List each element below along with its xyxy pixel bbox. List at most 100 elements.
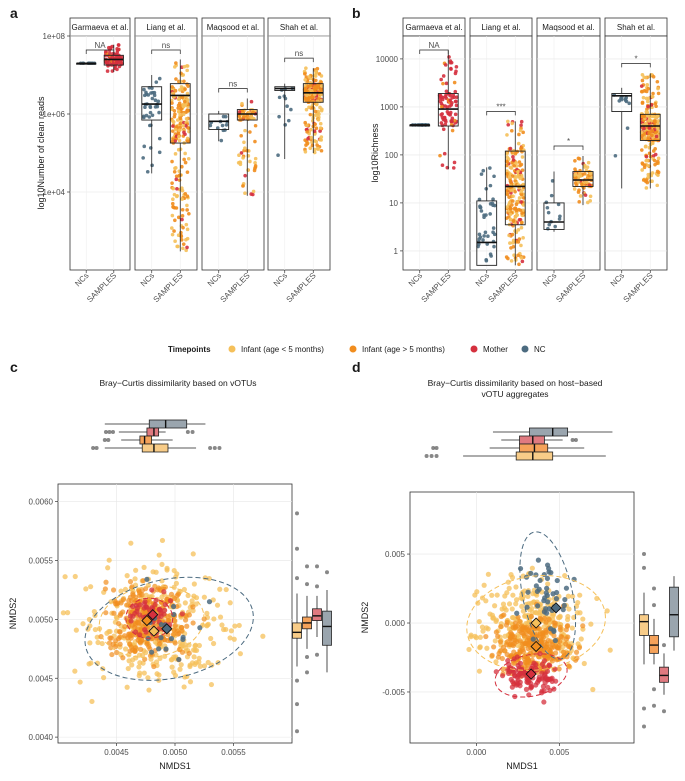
legend-label-nc: NC — [534, 345, 546, 354]
facet-panel — [604, 35, 668, 271]
sample-point — [197, 625, 203, 631]
sample-point — [481, 168, 486, 173]
sample-point — [142, 586, 149, 592]
x-tick-label: NCs — [73, 271, 90, 288]
sample-point — [549, 658, 556, 664]
sample-point — [171, 627, 177, 633]
x-tick-label: SAMPLES — [420, 271, 453, 304]
sample-point — [117, 629, 123, 635]
significance-label: NA — [428, 41, 440, 50]
sample-point — [477, 197, 482, 202]
sample-point — [507, 200, 512, 205]
sample-point — [644, 186, 649, 190]
sample-point — [312, 150, 317, 155]
sample-point — [642, 114, 647, 119]
centroid-marker — [550, 602, 562, 614]
sample-point — [128, 618, 134, 624]
y-tick-label: 0.005 — [385, 550, 406, 559]
sample-point — [219, 138, 224, 143]
sample-point — [110, 55, 115, 59]
sample-point — [443, 104, 447, 108]
sample-point — [142, 87, 146, 92]
panel-letter-a: a — [10, 5, 18, 21]
sample-point — [227, 600, 233, 606]
sample-point — [513, 190, 517, 194]
sample-point — [185, 91, 190, 96]
sample-point — [647, 126, 652, 130]
sample-point — [168, 591, 175, 597]
sample-point — [173, 139, 178, 143]
sample-point — [183, 87, 187, 91]
marginal-outlier — [642, 552, 646, 557]
sample-point — [170, 85, 174, 89]
sample-point — [533, 682, 539, 688]
sample-point — [185, 245, 189, 250]
sample-point — [181, 225, 185, 230]
sample-point — [488, 166, 492, 170]
sample-point — [252, 168, 257, 173]
sample-point — [303, 96, 307, 101]
sample-point — [525, 589, 531, 595]
panel-b-boxplot: 1 10 100 1000 10000 log10Richness Garmaeva et … — [370, 17, 668, 304]
sample-point — [159, 594, 165, 600]
sample-point — [557, 217, 562, 221]
sample-point — [643, 136, 647, 140]
sample-point — [644, 179, 648, 184]
sample-point — [128, 597, 135, 604]
sample-point — [513, 597, 520, 603]
sample-point — [548, 676, 554, 682]
sample-point — [120, 596, 126, 603]
sample-point — [505, 171, 509, 176]
sample-point — [492, 174, 496, 179]
sample-point — [577, 200, 582, 204]
sample-point — [443, 122, 448, 127]
sample-point — [517, 237, 522, 241]
sample-point — [516, 240, 521, 244]
sample-point — [158, 599, 164, 605]
y-tick-label: 0.0055 — [29, 557, 54, 566]
sample-point — [566, 606, 572, 612]
sample-point — [508, 630, 514, 636]
sample-point — [137, 640, 144, 646]
sample-point — [114, 615, 120, 621]
sample-point — [486, 234, 490, 239]
legend-label-infant-lt5: Infant (age < 5 months) — [241, 345, 324, 354]
sample-point — [104, 49, 108, 54]
x-tick-label: NCs — [272, 271, 289, 288]
sample-point — [652, 119, 657, 123]
sample-point — [565, 593, 571, 599]
sample-point — [186, 156, 191, 161]
sample-point — [179, 85, 184, 89]
sample-point — [136, 587, 142, 594]
sample-point — [159, 578, 165, 584]
sample-point — [569, 625, 575, 631]
sample-point — [521, 130, 525, 135]
sample-point — [122, 624, 128, 630]
sample-point — [544, 585, 550, 591]
sample-point — [484, 645, 490, 651]
sample-point — [179, 611, 185, 617]
sample-point — [529, 609, 536, 615]
sample-point — [566, 663, 572, 669]
sample-point — [488, 212, 492, 216]
sample-point — [546, 606, 552, 612]
sample-point — [653, 162, 657, 167]
sample-point — [508, 207, 513, 211]
sample-point — [517, 262, 521, 267]
sample-point — [223, 626, 229, 633]
sample-point — [185, 203, 189, 208]
sample-point — [65, 610, 71, 616]
sample-point — [206, 575, 212, 582]
sample-point — [191, 581, 197, 587]
marginal-outlier — [106, 438, 111, 442]
panel-a-boxplot: 1e+04 1e+06 1e+08 log10Number of clean read… — [36, 17, 331, 304]
sample-point — [102, 586, 108, 592]
sample-point — [128, 635, 134, 641]
sample-point — [206, 599, 213, 605]
marginal-box — [639, 614, 649, 636]
sample-point — [578, 636, 584, 642]
sample-point — [253, 123, 258, 128]
sample-point — [142, 627, 148, 633]
sample-point — [443, 63, 448, 67]
sample-point — [303, 86, 308, 91]
